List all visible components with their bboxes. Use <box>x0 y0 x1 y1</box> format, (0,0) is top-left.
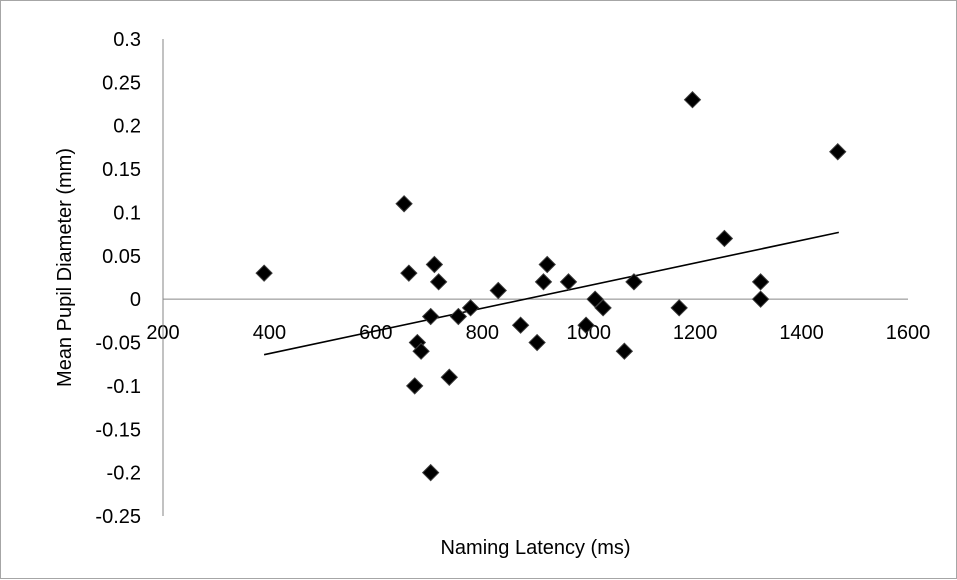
data-point <box>559 273 578 291</box>
x-tick-label: 600 <box>359 322 392 344</box>
x-tick-label: 1200 <box>673 322 718 344</box>
data-point <box>594 299 612 317</box>
data-point <box>395 195 413 213</box>
data-point <box>577 316 595 334</box>
data-point <box>425 255 444 274</box>
trendline <box>263 231 839 356</box>
data-point <box>405 377 424 395</box>
data-point <box>440 368 458 386</box>
data-point <box>489 281 507 300</box>
y-tick-label: 0.2 <box>113 116 141 138</box>
y-tick-label: 0.25 <box>102 72 141 94</box>
x-tick-label: 800 <box>466 322 499 344</box>
y-tick-label: -0.15 <box>95 419 141 441</box>
y-tick-label: 0.1 <box>113 202 141 224</box>
data-point <box>400 264 418 282</box>
data-point <box>528 333 546 352</box>
data-point <box>421 307 440 326</box>
y-tick-label: 0.15 <box>102 159 141 181</box>
y-tick-label: -0.2 <box>107 463 141 485</box>
data-point <box>829 143 847 161</box>
data-point <box>751 290 770 308</box>
data-point <box>715 229 734 248</box>
data-point <box>683 91 702 109</box>
data-points <box>255 91 847 482</box>
data-point <box>461 299 480 317</box>
data-point <box>449 307 468 326</box>
x-tick-label: 1600 <box>886 322 931 344</box>
data-point <box>538 255 556 274</box>
y-tick-labels: 0.3 0.25 0.2 0.15 0.1 0.05 0 -0.05 -0.1 -0.15 -0.2… <box>95 29 141 528</box>
data-point <box>511 316 530 334</box>
data-point <box>421 463 440 482</box>
data-point <box>255 264 273 282</box>
x-tick-label: 1000 <box>566 322 611 344</box>
data-point <box>412 342 430 360</box>
data-point <box>751 273 770 291</box>
y-tick-label: 0 <box>130 289 141 311</box>
y-tick-label: -0.05 <box>95 333 141 355</box>
y-tick-label: 0.3 <box>113 29 141 51</box>
y-tick-label: -0.25 <box>95 506 141 528</box>
y-tick-label: -0.1 <box>107 376 141 398</box>
data-point <box>625 273 643 291</box>
data-point <box>534 273 553 291</box>
y-tick-label: 0.05 <box>102 246 141 268</box>
data-point <box>670 299 688 317</box>
y-axis-title: Mean Pupil Diameter (mm) <box>54 148 76 387</box>
x-tick-label: 400 <box>253 322 286 344</box>
data-point <box>429 273 448 291</box>
x-tick-labels: 200 400 600 800 1000 1200 1400 1600 <box>146 322 930 344</box>
data-point <box>615 342 634 360</box>
x-axis-title: Naming Latency (ms) <box>440 537 630 559</box>
x-tick-label: 1400 <box>779 322 824 344</box>
